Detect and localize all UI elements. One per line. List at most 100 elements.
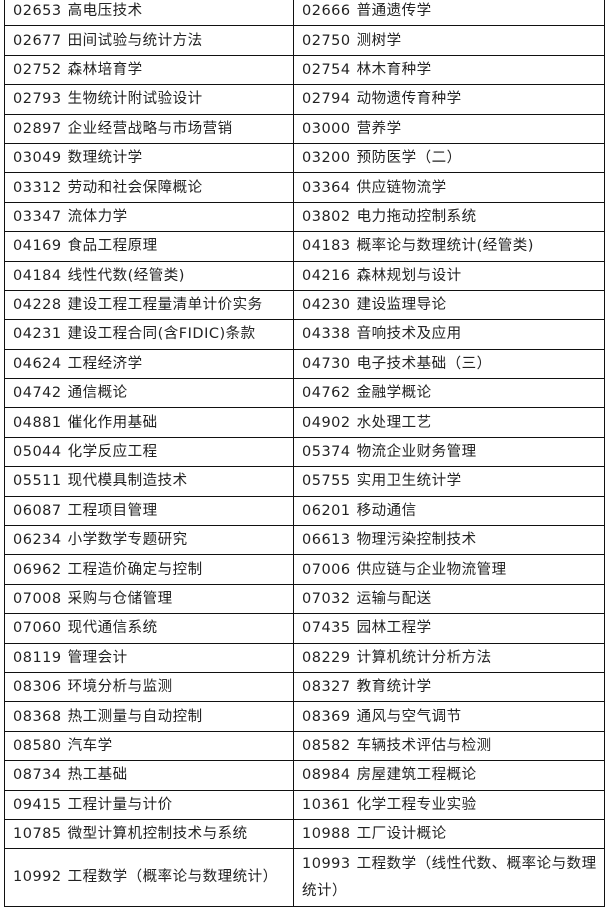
course-code: 05511 xyxy=(13,473,62,490)
course-name: 现代通信系统 xyxy=(67,620,158,637)
table-row: 02793 生物统计附试验设计 02794 动物遗传育种学 xyxy=(4,84,605,115)
course-code: 04216 xyxy=(302,267,351,284)
course-name: 通信概论 xyxy=(67,385,128,402)
course-cell: 06201 移动通信 xyxy=(293,495,605,527)
table-row: 02653 高电压技术 02666 普通遗传学 xyxy=(4,0,605,27)
table-row: 07008 采购与仓储管理 07032 运输与配送 xyxy=(4,583,605,615)
table-row: 08580 汽车学 08582 车辆技术评估与检测 xyxy=(4,730,605,762)
course-cell: 03000 营养学 xyxy=(293,113,605,144)
course-cell: 03364 供应链物流学 xyxy=(293,172,605,203)
course-name: 汽车学 xyxy=(67,737,113,754)
course-name: 森林规划与设计 xyxy=(356,267,462,284)
course-code: 04762 xyxy=(302,385,351,402)
course-code: 03802 xyxy=(302,208,351,225)
course-cell: 04762 金融学概论 xyxy=(293,378,605,409)
course-code: 03200 xyxy=(302,150,351,167)
course-code: 04183 xyxy=(302,238,351,255)
course-code: 08582 xyxy=(302,737,351,754)
table-row: 06962 工程造价确定与控制 07006 供应链与企业物流管理 xyxy=(4,554,605,585)
course-code: 04230 xyxy=(302,297,351,314)
course-cell: 10993 工程数学（线性代数、概率论与数理统计） xyxy=(293,848,605,908)
course-code: 06087 xyxy=(13,502,62,519)
course-code: 09415 xyxy=(13,796,62,813)
table-row: 03312 劳动和社会保障概论 03364 供应链物流学 xyxy=(4,172,605,203)
course-name: 教育统计学 xyxy=(356,679,432,696)
course-name: 营养学 xyxy=(356,120,402,137)
course-name: 环境分析与监测 xyxy=(67,679,173,696)
course-cell: 02794 动物遗传育种学 xyxy=(293,84,605,115)
course-cell: 02677 田间试验与统计方法 xyxy=(4,25,294,56)
course-code: 10785 xyxy=(13,826,62,843)
course-cell: 04216 森林规划与设计 xyxy=(293,260,605,291)
course-name: 化学反应工程 xyxy=(67,444,158,461)
table-row: 02677 田间试验与统计方法 02750 测树学 xyxy=(4,25,605,56)
table-row: 06234 小学数学专题研究 06613 物理污染控制技术 xyxy=(4,525,605,556)
course-code: 02793 xyxy=(13,91,62,108)
course-code: 10992 xyxy=(13,869,62,886)
course-code: 03347 xyxy=(13,208,62,225)
course-code: 03000 xyxy=(302,120,351,137)
course-table: 02653 高电压技术 02666 普通遗传学 02677 田间试验与统计方法 02750 测… xyxy=(4,0,605,908)
course-cell: 04624 工程经济学 xyxy=(4,348,294,380)
course-name: 通风与空气调节 xyxy=(356,708,462,725)
course-cell: 04183 概率论与数理统计(经管类) xyxy=(293,231,605,262)
course-code: 08734 xyxy=(13,767,62,784)
course-cell: 02754 林木育种学 xyxy=(293,54,605,86)
course-name: 食品工程原理 xyxy=(67,238,158,255)
course-code: 08369 xyxy=(302,708,351,725)
course-name: 生物统计附试验设计 xyxy=(67,91,203,108)
course-name: 计算机统计分析方法 xyxy=(356,649,492,666)
course-cell: 10785 微型计算机控制技术与系统 xyxy=(4,818,294,850)
course-cell: 09415 工程计量与计价 xyxy=(4,789,294,820)
table-row: 04231 建设工程合同(含FIDIC)条款 04338 音响技术及应用 xyxy=(4,319,605,350)
table-row: 10992 工程数学（概率论与数理统计） 10993 工程数学（线性代数、概率论与数理… xyxy=(4,848,605,908)
course-name: 化学工程专业实验 xyxy=(356,796,477,813)
course-cell: 10992 工程数学（概率论与数理统计） xyxy=(4,848,294,908)
course-code: 04338 xyxy=(302,326,351,343)
course-code: 04881 xyxy=(13,414,62,431)
table-row: 04624 工程经济学 04730 电子技术基础（三） xyxy=(4,348,605,380)
course-code: 05044 xyxy=(13,444,62,461)
course-name: 建设工程工程量清单计价实务 xyxy=(67,297,263,314)
course-cell: 06613 物理污染控制技术 xyxy=(293,525,605,556)
course-name: 动物遗传育种学 xyxy=(356,91,462,108)
course-name: 热工基础 xyxy=(67,767,128,784)
course-name: 采购与仓储管理 xyxy=(67,591,173,607)
course-name: 电子技术基础（三） xyxy=(356,355,492,372)
course-cell: 08306 环境分析与监测 xyxy=(4,671,294,703)
course-code: 02750 xyxy=(302,32,351,49)
course-code: 03312 xyxy=(13,179,62,196)
course-cell: 07060 现代通信系统 xyxy=(4,613,294,644)
table-row: 10785 微型计算机控制技术与系统 10988 工厂设计概论 xyxy=(4,818,605,850)
course-code: 07060 xyxy=(13,620,62,637)
course-code: 06234 xyxy=(13,532,62,549)
course-cell: 08229 计算机统计分析方法 xyxy=(293,642,605,673)
course-code: 03364 xyxy=(302,179,351,196)
course-name: 田间试验与统计方法 xyxy=(67,32,203,49)
course-code: 02653 xyxy=(13,3,62,20)
table-row: 08119 管理会计 08229 计算机统计分析方法 xyxy=(4,642,605,673)
course-code: 08327 xyxy=(302,679,351,696)
course-cell: 10361 化学工程专业实验 xyxy=(293,789,605,820)
table-row: 03347 流体力学 03802 电力拖动控制系统 xyxy=(4,201,605,233)
table-row: 02752 森林培育学 02754 林木育种学 xyxy=(4,54,605,86)
table-row: 08368 热工测量与自动控制 08369 通风与空气调节 xyxy=(4,701,605,732)
course-name: 高电压技术 xyxy=(67,3,143,20)
course-cell: 03049 数理统计学 xyxy=(4,142,294,174)
course-cell: 02653 高电压技术 xyxy=(4,0,294,27)
course-name: 流体力学 xyxy=(67,208,128,225)
course-name: 森林培育学 xyxy=(67,61,143,78)
table-row: 03049 数理统计学 03200 预防医学（二） xyxy=(4,142,605,174)
course-name: 供应链物流学 xyxy=(356,179,447,196)
table-row: 02897 企业经营战略与市场营销 03000 营养学 xyxy=(4,113,605,144)
course-name: 金融学概论 xyxy=(356,385,432,402)
course-code: 02666 xyxy=(302,3,351,20)
course-cell: 07435 园林工程学 xyxy=(293,613,605,644)
course-cell: 08369 通风与空气调节 xyxy=(293,701,605,732)
course-name: 物理污染控制技术 xyxy=(356,532,477,549)
course-cell: 04230 建设监理导论 xyxy=(293,289,605,321)
course-cell: 06087 工程项目管理 xyxy=(4,495,294,527)
course-code: 08580 xyxy=(13,737,62,754)
course-code: 10361 xyxy=(302,796,351,813)
course-code: 05755 xyxy=(302,473,351,490)
